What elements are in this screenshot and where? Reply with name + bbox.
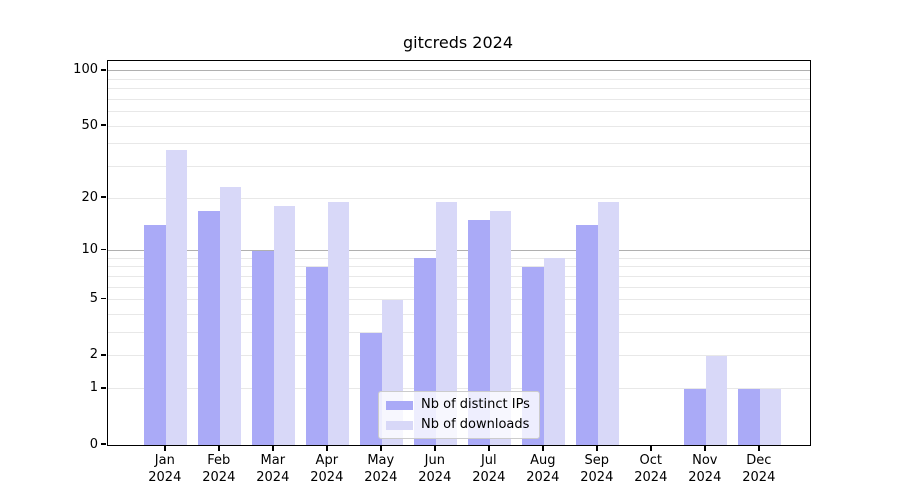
x-tick-label: Nov 2024 [688,453,722,485]
x-tick-mark [758,445,760,451]
bar-distinct-ips [360,332,382,445]
bar-distinct-ips [198,210,220,445]
legend-entry-distinct-ips: Nb of distinct IPs [386,397,530,413]
x-tick-mark [218,445,220,451]
y-tick-mark [100,354,106,356]
x-tick-mark [272,445,274,451]
x-tick-label: Sep 2024 [580,453,614,485]
minor-gridline [108,286,810,288]
bar-downloads [435,202,458,445]
minor-gridline [108,125,810,127]
x-tick-label: Mar 2024 [256,453,290,485]
x-tick-label: Jul 2024 [472,453,506,485]
minor-gridline [108,98,810,100]
bar-distinct-ips [684,388,706,445]
minor-gridline [108,111,810,113]
bar-distinct-ips [468,220,490,445]
legend-label-distinct-ips: Nb of distinct IPs [421,397,530,412]
x-tick-mark [596,445,598,451]
x-tick-label: Dec 2024 [742,453,776,485]
x-tick-label: Jan 2024 [148,453,182,485]
y-tick-label: 5 [89,291,98,307]
x-tick-mark [164,445,166,451]
y-tick-mark [100,387,106,389]
minor-gridline [108,388,810,390]
y-tick-label: 1 [89,380,98,396]
x-tick-mark [650,445,652,451]
bar-downloads [327,202,350,445]
bar-downloads [489,210,512,445]
bar-distinct-ips [252,250,274,445]
bar-downloads [759,388,782,445]
bar-distinct-ips [144,225,166,445]
bar-distinct-ips [738,388,760,445]
minor-gridline [108,197,810,199]
x-tick-label: Aug 2024 [526,453,560,485]
y-tick-mark [100,124,106,126]
bar-downloads [705,355,728,445]
y-tick-mark [100,443,106,445]
legend: Nb of distinct IPs Nb of downloads [378,391,540,439]
chart-title: gitcreds 2024 [402,33,514,52]
x-tick-mark [326,445,328,451]
y-tick-label: 100 [73,62,98,78]
y-tick-mark [100,196,106,198]
y-tick-label: 50 [81,117,98,133]
x-tick-mark [488,445,490,451]
x-tick-label: Oct 2024 [634,453,668,485]
minor-gridline [108,143,810,145]
minor-gridline [108,332,810,334]
bar-downloads [219,187,242,445]
minor-gridline [108,166,810,168]
x-tick-mark [542,445,544,451]
major-gridline [108,250,810,252]
y-tick-label: 20 [81,189,98,205]
y-tick-mark [100,248,106,251]
bar-downloads [273,206,296,445]
bar-downloads [543,258,566,445]
minor-gridline [108,275,810,277]
bar-downloads [597,202,620,445]
plot-area [107,60,811,446]
legend-entry-downloads: Nb of downloads [386,417,530,433]
legend-label-downloads: Nb of downloads [421,417,530,432]
y-tick-mark [100,69,106,71]
y-tick-label: 0 [89,436,98,452]
minor-gridline [108,88,810,90]
bar-distinct-ips [306,266,328,445]
y-tick-label: 10 [81,242,98,258]
legend-swatch-distinct-ips [386,400,413,410]
x-tick-mark [704,445,706,451]
minor-gridline [108,266,810,268]
major-gridline [108,70,810,72]
minor-gridline [108,355,810,357]
minor-gridline [108,78,810,80]
minor-gridline [108,314,810,315]
x-tick-label: Feb 2024 [202,453,236,485]
x-tick-mark [434,445,436,451]
x-tick-label: Jun 2024 [418,453,452,485]
x-tick-label: May 2024 [364,453,398,485]
y-tick-label: 2 [89,347,98,363]
y-tick-mark [100,297,106,300]
legend-swatch-downloads [386,420,413,430]
x-tick-mark [380,445,382,451]
minor-gridline [108,299,810,301]
bar-distinct-ips [576,225,598,445]
bar-downloads [165,150,188,445]
x-tick-label: Apr 2024 [310,453,344,485]
minor-gridline [108,257,810,259]
